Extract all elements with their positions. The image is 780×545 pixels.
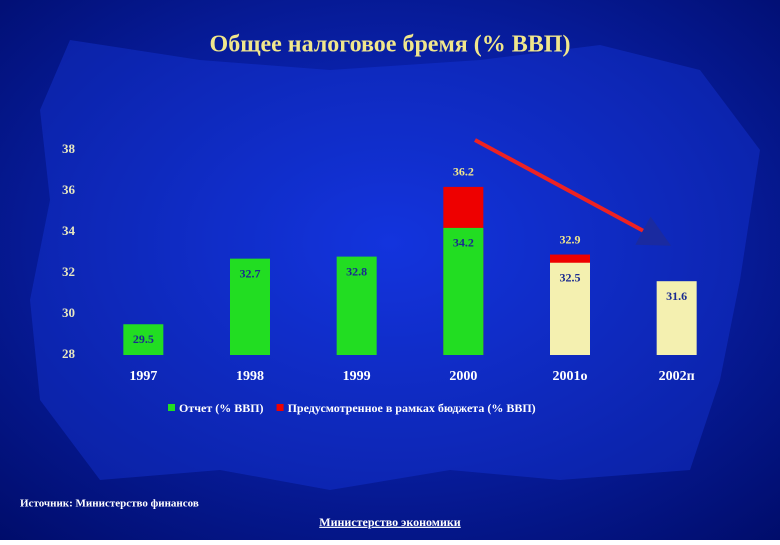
- y-tick-label: 30: [62, 305, 75, 320]
- legend-label: Предусмотренное в рамках бюджета (% ВВП): [288, 401, 536, 415]
- x-tick-label: 2000: [449, 369, 477, 384]
- map-shape: [30, 40, 760, 490]
- x-tick-label: 2001о: [553, 369, 588, 384]
- trend-arrow: [474, 138, 672, 246]
- y-tick-label: 38: [62, 141, 76, 156]
- y-tick-label: 28: [62, 346, 76, 361]
- value-label: 32.5: [560, 271, 581, 285]
- chart-title: Общее налоговое бремя (% ВВП): [210, 32, 571, 58]
- legend-swatch: [168, 404, 175, 411]
- y-tick-label: 32: [62, 264, 75, 279]
- bar: [550, 262, 590, 355]
- x-tick-label: 1998: [236, 369, 264, 384]
- bar: [123, 324, 164, 355]
- legend-swatch: [276, 404, 284, 411]
- plot: 28 30 32 34 36 38 36.2 32.9 29.5 32.7 32.8 34.2 32.5…: [62, 141, 697, 415]
- value-label: 36.2: [453, 165, 474, 179]
- footer: Министерство экономики: [319, 515, 461, 529]
- value-label: 31.6: [666, 289, 687, 303]
- y-tick-label: 34: [62, 223, 76, 238]
- y-tick-label: 36: [62, 182, 76, 197]
- x-tick-label: 1999: [343, 369, 371, 384]
- bar: [336, 256, 377, 355]
- bar: [656, 281, 697, 355]
- bar: [443, 227, 484, 355]
- legend-label: Отчет (% ВВП): [179, 401, 264, 415]
- source-note: Источник: Министерство финансов: [20, 498, 199, 510]
- value-label: 29.5: [133, 332, 154, 346]
- value-label: 32.7: [240, 266, 261, 280]
- bar: [230, 258, 270, 355]
- value-label: 34.2: [453, 236, 474, 250]
- x-tick-label: 1997: [129, 369, 157, 384]
- x-tick-label: 2002п: [659, 369, 695, 384]
- value-label: 32.8: [346, 264, 367, 278]
- value-label: 32.9: [560, 232, 581, 246]
